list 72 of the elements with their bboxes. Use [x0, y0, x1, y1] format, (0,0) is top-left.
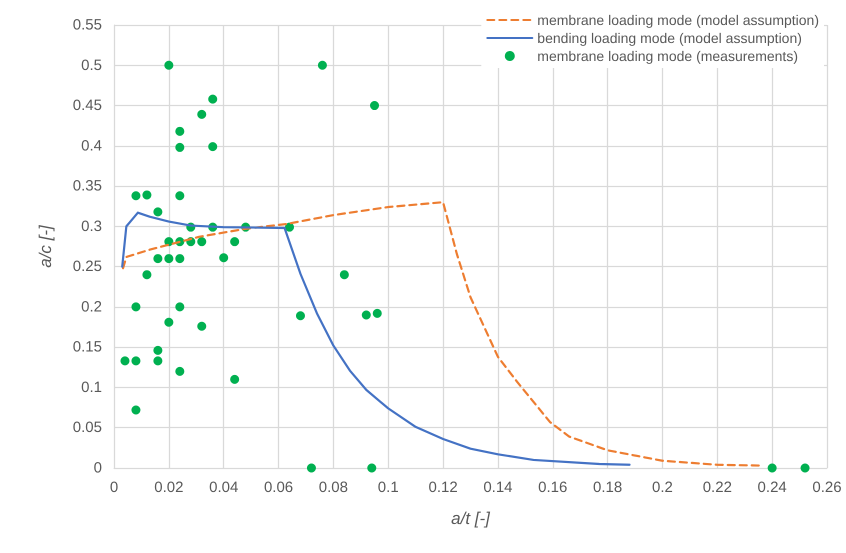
- point: [131, 191, 140, 200]
- x-tick-label: 0.06: [264, 479, 294, 496]
- y-tick-label: 0.5: [81, 56, 102, 74]
- point: [175, 254, 184, 264]
- point: [230, 374, 240, 384]
- x-tick-label: 0.12: [428, 479, 458, 496]
- point: [340, 270, 349, 280]
- point: [153, 207, 162, 216]
- point: [120, 356, 130, 366]
- point: [800, 464, 810, 472]
- x-tick-label: 0.18: [593, 479, 622, 496]
- y-tick-label: 0: [94, 460, 102, 476]
- y-tick-label: 0.25: [72, 258, 102, 276]
- y-tick-label: 0.55: [72, 16, 102, 34]
- point: [164, 254, 174, 264]
- point: [164, 318, 174, 327]
- legend-label: bending loading mode (model assumption): [537, 30, 802, 46]
- point: [142, 270, 152, 280]
- point: [362, 310, 371, 320]
- point: [175, 366, 184, 376]
- point: [370, 101, 380, 110]
- y-tick-label: 0.45: [72, 97, 102, 114]
- point: [318, 60, 327, 70]
- y-tick-label: 0.05: [72, 419, 102, 436]
- point: [208, 142, 218, 152]
- x-tick-label: 0.16: [538, 479, 568, 496]
- point: [164, 60, 174, 70]
- point: [175, 126, 184, 136]
- point: [175, 302, 184, 312]
- point: [153, 356, 162, 366]
- point: [197, 237, 206, 246]
- point: [285, 222, 294, 232]
- point: [175, 142, 184, 152]
- x-tick-label: 0.1: [378, 479, 399, 496]
- point: [153, 346, 162, 355]
- point: [197, 110, 206, 119]
- point: [367, 464, 376, 472]
- point: [372, 308, 382, 318]
- x-tick-label: 0.2: [652, 479, 673, 496]
- point: [175, 191, 184, 200]
- legend-label: membrane loading mode (measurements): [537, 48, 798, 64]
- point: [230, 237, 240, 246]
- y-tick-label: 0.2: [81, 298, 102, 316]
- point: [131, 406, 140, 415]
- line-series: [122, 201, 762, 467]
- point: [131, 356, 140, 366]
- x-tick-label: 0.24: [758, 479, 787, 496]
- point: [768, 464, 777, 472]
- x-axis-title: a/t [-]: [451, 509, 492, 528]
- y-tick-label: 0.1: [81, 378, 102, 396]
- x-tick-label: 0.26: [812, 479, 842, 496]
- point: [219, 253, 228, 262]
- x-tick-label: 0.02: [154, 479, 184, 496]
- point: [153, 254, 162, 264]
- y-tick-label: 0.15: [72, 338, 102, 356]
- point: [296, 311, 305, 320]
- x-tick-label: 0.22: [702, 479, 732, 496]
- y-tick-label: 0.4: [81, 137, 102, 154]
- x-tick-label: 0.08: [318, 479, 348, 496]
- line-series: [121, 212, 631, 466]
- point: [208, 94, 218, 104]
- point: [306, 464, 316, 472]
- point: [197, 322, 206, 331]
- x-tick-label: 0.14: [483, 479, 513, 496]
- point: [131, 302, 140, 312]
- legend-label: membrane loading mode (model assumption): [537, 12, 820, 28]
- y-axis-title: a/c [-]: [36, 224, 55, 268]
- y-tick-label: 0.3: [81, 218, 102, 235]
- point: [142, 190, 152, 200]
- x-tick-label: 0: [110, 479, 118, 496]
- x-tick-label: 0.04: [209, 479, 238, 496]
- y-tick-label: 0.35: [72, 178, 102, 195]
